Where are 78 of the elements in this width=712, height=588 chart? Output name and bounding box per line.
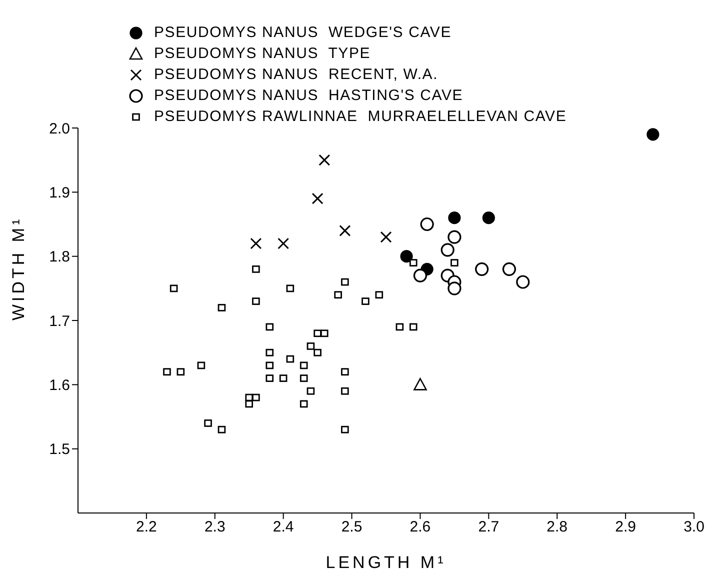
- point: [409, 259, 418, 266]
- point: [218, 304, 226, 312]
- point: [516, 275, 530, 289]
- x-tick-label: 3.0: [684, 518, 704, 536]
- point: [176, 368, 185, 376]
- point: [266, 362, 274, 370]
- point: [482, 212, 495, 224]
- x-tick-label: 2.7: [478, 518, 500, 536]
- point: [163, 368, 171, 376]
- y-tick-label: 1.8: [49, 248, 70, 266]
- legend-label: PSEUDOMYS NANUS RECENT, W.A.: [154, 66, 438, 83]
- point: [375, 291, 384, 299]
- point: [218, 426, 226, 434]
- point: [396, 323, 404, 331]
- legend-label: PSEUDOMYS RAWLINNAE MURRAELELLEVAN CAVE: [154, 108, 567, 125]
- point: [312, 192, 324, 204]
- point: [197, 362, 206, 370]
- x-tick-label: 2.2: [136, 518, 157, 536]
- x-tick-label: 2.5: [341, 518, 362, 536]
- point: [341, 278, 349, 286]
- point: [362, 298, 370, 305]
- y-tick-label: 1.7: [49, 312, 70, 330]
- point: [245, 400, 254, 408]
- point: [400, 250, 413, 263]
- point: [252, 265, 260, 273]
- point: [475, 262, 489, 276]
- point: [300, 400, 308, 408]
- point: [448, 282, 462, 296]
- legend-label: PSEUDOMYS NANUS WEDGE'S CAVE: [154, 24, 452, 41]
- point: [314, 348, 322, 356]
- point: [266, 348, 274, 356]
- x-axis-title: LENGTH M¹: [326, 553, 446, 572]
- legend-label: PSEUDOMYS NANUS TYPE: [154, 45, 371, 62]
- point: [341, 426, 349, 434]
- point: [266, 323, 274, 331]
- point: [306, 342, 315, 350]
- y-tick-label: 1.9: [49, 184, 70, 202]
- point: [314, 330, 322, 338]
- point: [204, 419, 212, 427]
- point: [278, 238, 290, 250]
- point: [250, 238, 262, 250]
- point: [409, 323, 418, 331]
- y-axis-title: WIDTH M¹: [9, 216, 28, 320]
- x-tick-label: 2.4: [272, 518, 294, 536]
- x-tick-label: 2.8: [546, 518, 568, 536]
- x-tick-label: 2.3: [204, 518, 226, 536]
- y-tick-label: 1.5: [49, 441, 70, 458]
- point: [252, 394, 260, 402]
- point: [300, 374, 308, 382]
- point: [318, 154, 330, 166]
- point: [252, 298, 260, 305]
- point: [440, 243, 454, 257]
- x-tick-label: 2.9: [615, 518, 636, 536]
- point: [502, 262, 516, 276]
- point: [306, 387, 315, 395]
- point: [266, 374, 274, 382]
- point: [341, 368, 349, 376]
- point: [279, 374, 288, 382]
- point: [413, 268, 428, 282]
- point: [448, 212, 461, 224]
- y-tick-label: 1.6: [49, 376, 70, 394]
- x-tick-label: 2.6: [410, 518, 431, 536]
- point: [334, 291, 342, 299]
- point: [341, 387, 349, 395]
- point: [448, 230, 462, 244]
- point: [380, 231, 392, 243]
- point: [320, 330, 328, 338]
- legend-label: PSEUDOMYS NANUS HASTING'S CAVE: [154, 87, 464, 104]
- point: [339, 224, 351, 236]
- point: [414, 378, 427, 390]
- point: [450, 259, 458, 266]
- point: [420, 217, 434, 232]
- point: [646, 128, 660, 141]
- y-tick-label: 2.0: [49, 120, 70, 138]
- point: [170, 284, 178, 292]
- point: [286, 355, 294, 363]
- point: [286, 284, 294, 292]
- point: [300, 362, 308, 370]
